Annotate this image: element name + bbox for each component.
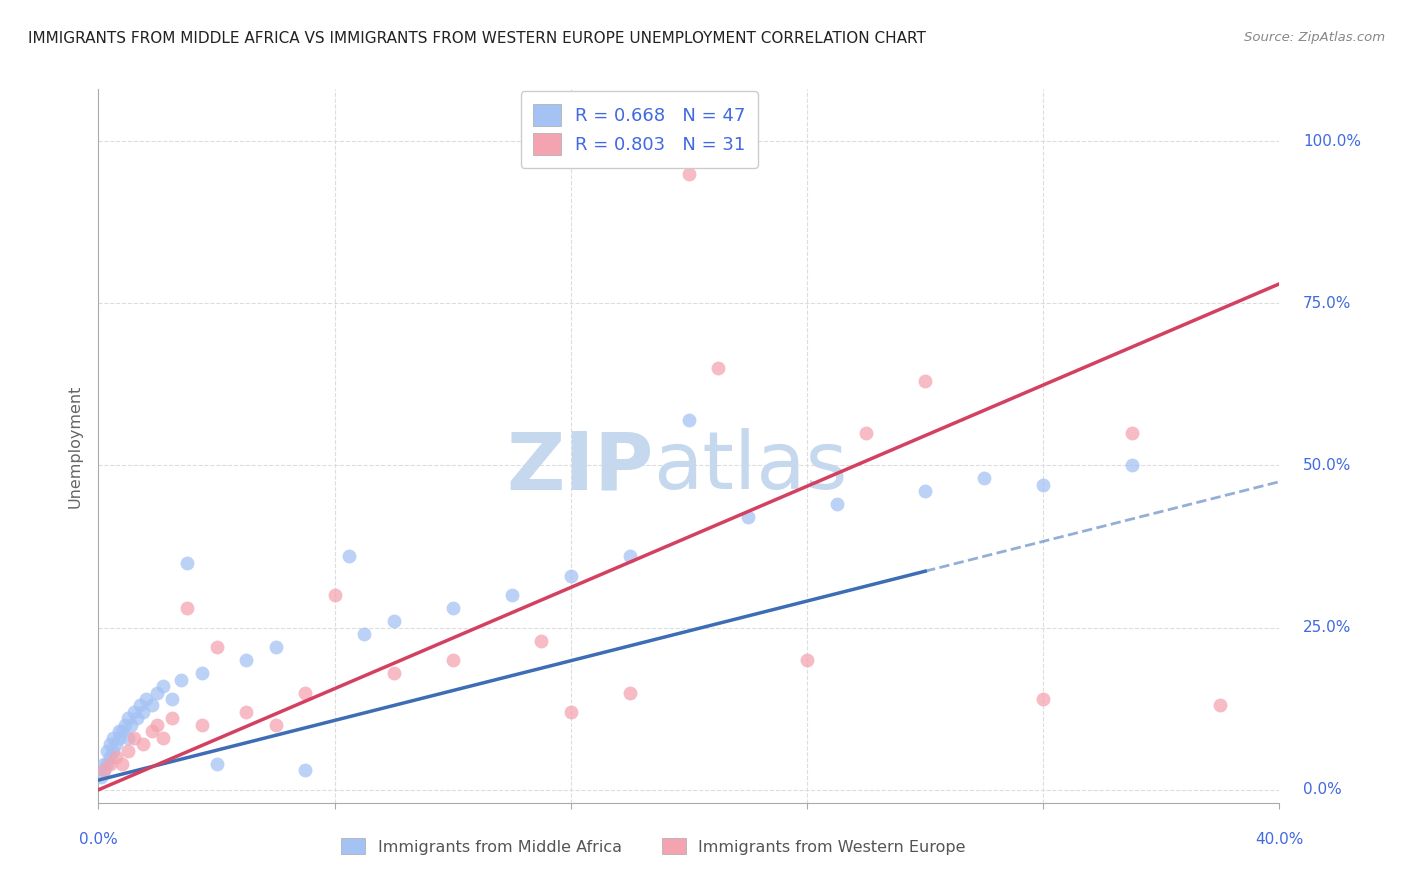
Point (294, 685, 316, 699)
Point (96, 744, 118, 758)
Text: 0.0%: 0.0% (1303, 782, 1341, 797)
Point (111, 756, 134, 771)
Point (98, 738, 121, 752)
Point (323, 588, 346, 602)
Point (122, 705, 145, 719)
Point (135, 692, 157, 706)
Text: 100.0%: 100.0% (1303, 134, 1361, 149)
Point (117, 711, 139, 725)
Point (125, 711, 148, 725)
Point (152, 679, 174, 693)
Point (382, 614, 405, 628)
Point (93, 764, 115, 778)
Point (122, 731, 145, 745)
Point (619, 685, 641, 699)
Point (93, 764, 115, 778)
Y-axis label: Unemployment: Unemployment (67, 384, 83, 508)
Point (707, 361, 730, 376)
Point (441, 601, 464, 615)
Point (619, 549, 641, 564)
Point (205, 640, 228, 654)
Point (337, 549, 360, 564)
Point (105, 750, 128, 764)
Point (501, 588, 523, 602)
Point (111, 724, 134, 739)
Point (1121, 458, 1143, 473)
Point (264, 718, 287, 732)
Point (737, 510, 759, 524)
Point (530, 633, 553, 648)
Point (117, 744, 139, 758)
Point (93, 756, 115, 771)
Point (128, 698, 150, 713)
Point (98, 756, 121, 771)
Point (1032, 692, 1054, 706)
Point (162, 711, 183, 725)
Point (132, 705, 155, 719)
Point (96, 756, 118, 771)
Point (353, 627, 375, 641)
Point (235, 705, 257, 719)
Point (796, 653, 818, 667)
Point (1032, 478, 1054, 492)
Point (191, 718, 214, 732)
Point (141, 724, 163, 739)
Point (1121, 425, 1143, 440)
Point (973, 471, 995, 485)
Text: 75.0%: 75.0% (1303, 296, 1351, 310)
Point (1209, 698, 1232, 713)
Point (120, 718, 142, 732)
Point (825, 497, 848, 511)
Point (560, 568, 582, 582)
Text: 0.0%: 0.0% (79, 832, 118, 847)
Text: Source: ZipAtlas.com: Source: ZipAtlas.com (1244, 31, 1385, 45)
Point (152, 731, 174, 745)
Point (678, 413, 700, 427)
Point (382, 666, 405, 681)
Point (235, 653, 257, 667)
Point (205, 756, 228, 771)
Point (441, 653, 464, 667)
Point (678, 167, 700, 181)
Text: 50.0%: 50.0% (1303, 458, 1351, 473)
Point (98, 750, 121, 764)
Point (117, 731, 139, 745)
Point (294, 764, 316, 778)
Point (162, 692, 183, 706)
Text: 25.0%: 25.0% (1303, 620, 1351, 635)
Point (114, 718, 136, 732)
Point (105, 738, 128, 752)
Point (560, 705, 582, 719)
Point (176, 601, 198, 615)
Point (191, 666, 214, 681)
Point (90, 770, 112, 784)
Text: atlas: atlas (654, 428, 848, 507)
Point (855, 425, 877, 440)
Point (146, 685, 169, 699)
Point (170, 673, 193, 687)
Point (176, 556, 198, 570)
Point (914, 484, 936, 499)
Point (132, 738, 155, 752)
Point (146, 718, 169, 732)
Legend: Immigrants from Middle Africa, Immigrants from Western Europe: Immigrants from Middle Africa, Immigrant… (333, 830, 974, 863)
Point (103, 744, 125, 758)
Point (141, 698, 163, 713)
Text: ZIP: ZIP (506, 428, 654, 507)
Point (103, 731, 125, 745)
Text: 40.0%: 40.0% (1256, 832, 1303, 847)
Point (914, 374, 936, 388)
Point (108, 731, 131, 745)
Point (108, 724, 131, 739)
Point (264, 640, 287, 654)
Text: IMMIGRANTS FROM MIDDLE AFRICA VS IMMIGRANTS FROM WESTERN EUROPE UNEMPLOYMENT COR: IMMIGRANTS FROM MIDDLE AFRICA VS IMMIGRA… (28, 31, 927, 46)
